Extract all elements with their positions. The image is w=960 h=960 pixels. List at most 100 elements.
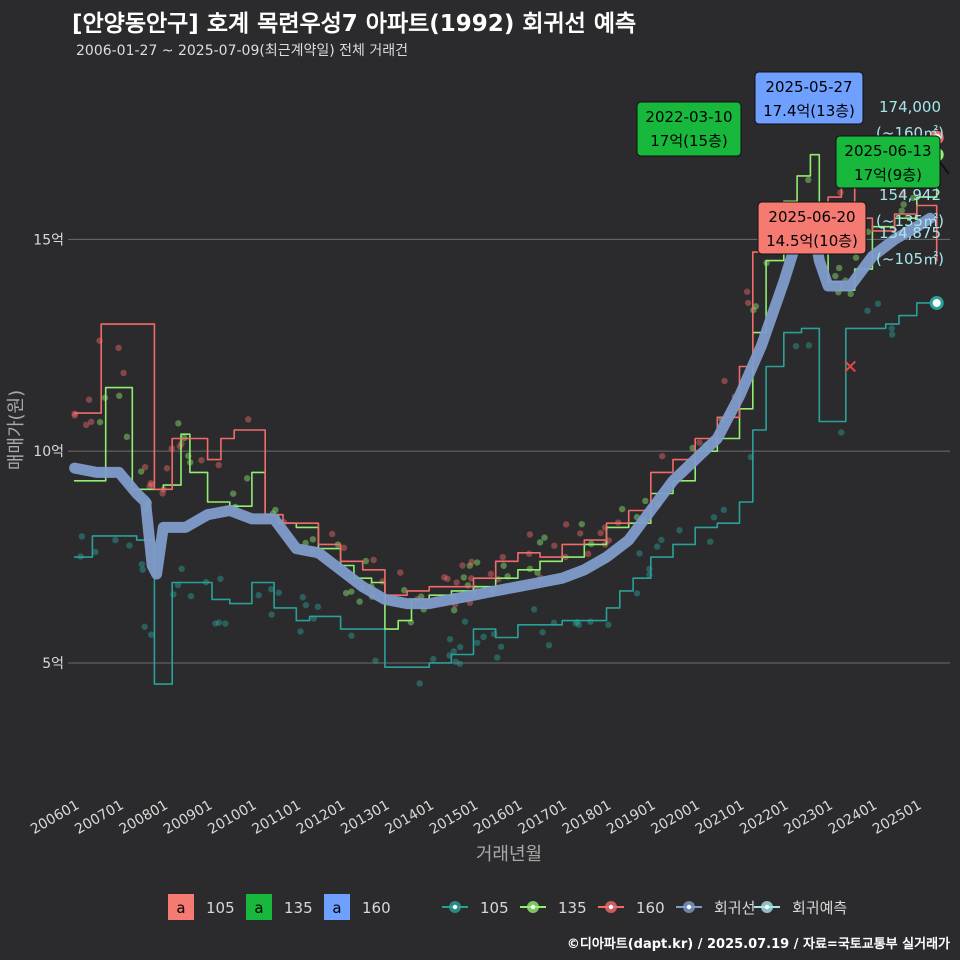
legend: a 105 a 135 a 160 105 135 160 회귀선 회귀예측 <box>168 894 847 920</box>
scatter-point-105 <box>430 655 437 663</box>
scatter-point-105 <box>126 542 133 549</box>
scatter-point-135 <box>401 587 408 594</box>
scatter-point-160 <box>163 465 171 472</box>
scatter-point-135 <box>534 569 541 576</box>
latest-marker-105 <box>929 295 944 310</box>
scatter-point-160 <box>215 461 222 469</box>
scatter-point-160 <box>597 529 604 537</box>
scatter-point-160 <box>120 369 127 377</box>
scatter-point-135 <box>541 534 548 541</box>
annotation-value: 14.5억(10층) <box>766 232 858 250</box>
scatter-point-160 <box>85 396 93 403</box>
scatter-point-135 <box>898 207 905 214</box>
scatter-point-160 <box>659 452 666 460</box>
scatter-point-105 <box>314 603 322 610</box>
scatter-point-135 <box>116 392 123 400</box>
scatter-point-105 <box>174 581 182 589</box>
x-tick-label: 202301 <box>781 797 835 838</box>
legend-line-text: 160 <box>636 899 665 917</box>
scatter-point-135 <box>852 254 860 261</box>
scatter-point-105 <box>710 514 718 521</box>
prediction-value: 154,942 <box>879 186 941 204</box>
scatter-point-135 <box>526 565 534 573</box>
scatter-point-105 <box>297 628 304 635</box>
scatter-point-135 <box>137 468 145 475</box>
x-tick-label: 202201 <box>737 797 791 838</box>
scatter-point-105 <box>888 331 896 338</box>
scatter-point-105 <box>268 611 275 618</box>
scatter-point-135 <box>96 418 104 426</box>
scatter-point-135 <box>175 420 182 427</box>
scatter-point-105 <box>457 643 464 651</box>
credit-text: ©디아파트(dapt.kr) / 2025.07.19 / 자료=국토교통부 실… <box>566 937 950 952</box>
scatter-point-105 <box>497 643 505 650</box>
legend-label-text: 160 <box>362 899 391 917</box>
annotation-value: 17억(15층) <box>650 132 727 150</box>
outlier-marker <box>844 360 856 373</box>
scatter-point-105 <box>372 657 379 664</box>
x-tick-label: 200701 <box>72 797 126 838</box>
scatter-point-105 <box>275 589 282 596</box>
scatter-point-160 <box>743 288 751 295</box>
scatter-point-160 <box>696 439 703 446</box>
x-tick-label: 201901 <box>604 797 658 838</box>
scatter-point-135 <box>450 606 458 614</box>
x-tick-label: 201801 <box>560 797 614 838</box>
scatter-point-135 <box>847 290 854 298</box>
x-tick-label: 200901 <box>161 797 215 838</box>
scatter-point-105 <box>138 561 146 568</box>
annotation-value: 17억(9층) <box>854 166 922 184</box>
scatter-point-135 <box>460 574 467 581</box>
x-tick-label: 201301 <box>338 797 392 838</box>
scatter-point-160 <box>245 416 252 423</box>
y-tick-label: 10억 <box>33 444 64 460</box>
scatter-point-105 <box>633 590 641 597</box>
scatter-point-105 <box>480 633 487 641</box>
scatter-point-105 <box>587 618 594 625</box>
annotation-date: 2025-06-13 <box>844 142 931 160</box>
scatter-point-105 <box>452 658 460 665</box>
legend-line-dot-center <box>530 904 536 910</box>
scatter-point-105 <box>268 586 275 593</box>
scatter-point-135 <box>272 506 279 514</box>
scatter-point-160 <box>468 558 475 566</box>
scatter-point-105 <box>646 571 653 578</box>
scatter-point-105 <box>707 538 714 545</box>
scatter-point-135 <box>348 588 355 595</box>
scatter-point-105 <box>646 565 653 573</box>
scatter-point-160 <box>328 530 336 538</box>
scatter-point-105 <box>805 342 813 349</box>
annotation-date: 2022-03-10 <box>645 108 732 126</box>
scatter-point-105 <box>539 629 546 636</box>
scatter-point-105 <box>170 591 177 598</box>
scatter-point-105 <box>792 342 800 350</box>
scatter-point-135 <box>752 303 760 310</box>
scatter-point-160 <box>499 553 506 561</box>
scatter-point-135 <box>618 505 626 513</box>
grid-lines <box>68 238 950 664</box>
scatter-point-105 <box>222 620 229 627</box>
scatter-point-160 <box>441 574 448 581</box>
annotation-box <box>636 101 742 157</box>
x-tick-label: 201701 <box>515 797 569 838</box>
scatter-point-105 <box>78 533 86 540</box>
scatter-point-160 <box>576 530 584 537</box>
annotation-value: 17.4억(13층) <box>763 102 855 120</box>
axes: 5억10억15억20060120070120080120090120100120… <box>6 232 924 865</box>
scatter-point-135 <box>689 444 696 452</box>
scatter-point-135 <box>900 201 907 208</box>
scatter-point-105 <box>474 639 481 646</box>
scatter-point-160 <box>444 575 451 582</box>
scatter-point-105 <box>658 536 665 544</box>
scatter-point-160 <box>837 189 844 196</box>
scatter-point-105 <box>139 566 146 573</box>
x-tick-label: 202001 <box>648 797 702 838</box>
scatter-point-160 <box>459 562 466 569</box>
series-line-회귀선 <box>69 204 936 610</box>
scatter-point-160 <box>159 490 166 497</box>
x-tick-label: 200801 <box>117 797 171 838</box>
scatter-point-105 <box>636 550 643 557</box>
legend-label-swatch <box>246 894 272 920</box>
x-tick-label: 202501 <box>870 797 924 838</box>
scatter-point-105 <box>530 606 538 613</box>
